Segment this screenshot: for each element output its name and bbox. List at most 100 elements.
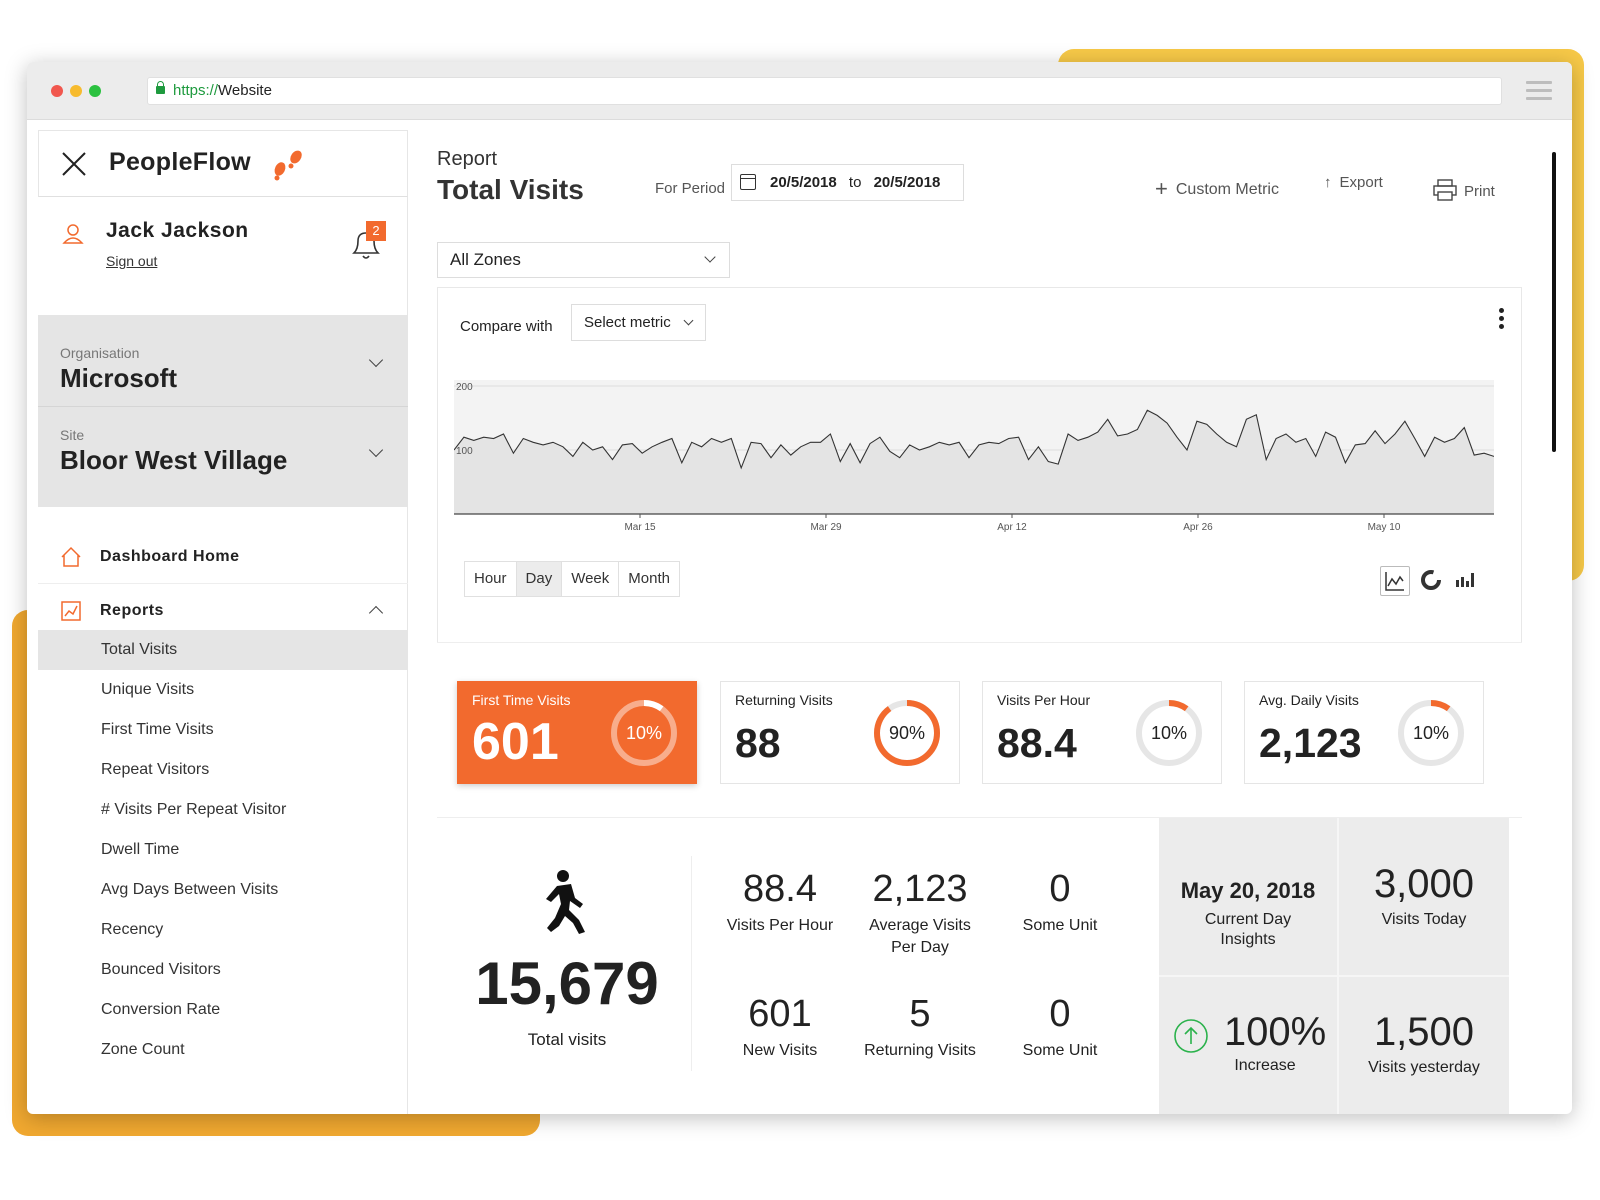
- x-tick-label: Mar 29: [810, 522, 842, 533]
- bar-chart-button[interactable]: [1451, 566, 1481, 596]
- brand-name: PeopleFlow: [109, 148, 251, 176]
- x-tick-label: May 10: [1368, 522, 1401, 533]
- address-bar[interactable]: https://Website: [147, 77, 1502, 105]
- brand-bar: PeopleFlow: [38, 130, 408, 197]
- sidebar-item-dwell-time[interactable]: Dwell Time: [101, 841, 180, 858]
- kpi-card-value: 88: [735, 720, 781, 766]
- custom-metric-button[interactable]: + Custom Metric: [1155, 174, 1279, 201]
- close-window-dot[interactable]: [51, 85, 63, 97]
- metric-stat-value: 0: [1049, 868, 1071, 910]
- insight-today-cell: 3,000 Visits Today: [1339, 862, 1509, 929]
- date-to: 20/5/2018: [873, 174, 941, 191]
- custom-metric-label: Custom Metric: [1175, 181, 1279, 198]
- divider: [1159, 975, 1509, 977]
- nav-reports[interactable]: Reports: [38, 586, 408, 638]
- menu-icon[interactable]: [1526, 81, 1552, 101]
- chart-series-line: [454, 409, 1494, 470]
- browser-window: https://Website PeopleFlow Jack Jackson …: [27, 62, 1572, 1114]
- metric-stat: 601 New Visits: [710, 993, 850, 1062]
- kpi-card[interactable]: First Time Visits 601 10%: [457, 681, 697, 784]
- close-icon[interactable]: [61, 151, 87, 177]
- x-tick-label: Apr 26: [1183, 522, 1213, 533]
- zones-select[interactable]: All Zones: [437, 242, 730, 278]
- sidebar-item-first-time-visits[interactable]: First Time Visits: [101, 721, 214, 738]
- sidebar-item-recency[interactable]: Recency: [101, 921, 164, 938]
- home-icon: [61, 546, 81, 567]
- notification-badge: 2: [366, 221, 386, 241]
- lock-icon: [156, 81, 165, 94]
- insight-change-row: 100%: [1173, 1010, 1337, 1055]
- sidebar-item-total-visits[interactable]: Total Visits: [38, 630, 408, 670]
- sidebar-item-visits-per-repeat-visitor[interactable]: # Visits Per Repeat Visitor: [101, 801, 287, 818]
- line-chart-button[interactable]: [1380, 566, 1410, 596]
- date-range-picker[interactable]: 20/5/2018 to 20/5/2018: [731, 164, 964, 201]
- sidebar-item-unique-visits[interactable]: Unique Visits: [101, 681, 195, 698]
- sidebar-item-avg-days-between-visits[interactable]: Avg Days Between Visits: [101, 881, 279, 898]
- metric-stat-value: 0: [1049, 993, 1071, 1035]
- current-day-insights: May 20, 2018 Current Day Insights 3,000 …: [1159, 818, 1509, 1114]
- compare-metric-select[interactable]: Select metric: [571, 304, 706, 341]
- metric-stat-label: Returning Visits: [864, 1042, 976, 1059]
- sidebar-item-conversion-rate[interactable]: Conversion Rate: [101, 1001, 221, 1018]
- date-to-word: to: [848, 174, 862, 191]
- main-content: Report Total Visits For Period 20/5/2018…: [437, 130, 1532, 1114]
- metric-stat: 0 Some Unit: [990, 868, 1130, 937]
- insight-change-label: Increase: [1234, 1057, 1296, 1074]
- total-visits-block: 15,679 Total visits: [457, 868, 677, 1050]
- sidebar-item-bounced-visitors[interactable]: Bounced Visitors: [101, 961, 221, 978]
- url-scheme: https://: [173, 82, 219, 99]
- kpi-card-percent: 90%: [888, 723, 926, 743]
- print-button[interactable]: Print: [1432, 174, 1495, 201]
- kpi-card[interactable]: Returning Visits 88 90%: [720, 681, 960, 784]
- zones-value: All Zones: [450, 250, 521, 269]
- metric-stat: 2,123 Average Visits Per Day: [850, 868, 990, 959]
- chevron-down-icon: [683, 315, 694, 326]
- metric-stat: 88.4 Visits Per Hour: [710, 868, 850, 937]
- visits-line-chart: 200 100 Mar 15 Mar 29 Apr 12 Apr 26 May 10: [454, 380, 1494, 533]
- kpi-card[interactable]: Avg. Daily Visits 2,123 10%: [1244, 681, 1484, 784]
- more-options-icon[interactable]: [1499, 308, 1505, 332]
- page-label: Report: [437, 148, 498, 170]
- browser-titlebar: https://Website: [27, 62, 1572, 120]
- sidebar-item-repeat-visitors[interactable]: Repeat Visitors: [101, 761, 210, 778]
- sign-out-link[interactable]: Sign out: [106, 253, 158, 269]
- scrollbar[interactable]: [1552, 152, 1556, 452]
- metric-stat-label: New Visits: [742, 1042, 818, 1059]
- insight-yesterday-value: 1,500: [1373, 1010, 1475, 1054]
- walking-person-icon: [546, 870, 585, 934]
- insight-today-value: 3,000: [1373, 862, 1475, 906]
- organisation-label: Organisation: [60, 345, 140, 361]
- export-button[interactable]: ↑ Export: [1324, 174, 1383, 191]
- chevron-down-icon: [704, 251, 716, 263]
- metric-stat-value: 2,123: [872, 868, 968, 910]
- plus-icon: +: [1155, 176, 1168, 201]
- granularity-hour[interactable]: Hour: [465, 562, 517, 596]
- kpi-cards: First Time Visits 601 10% Returning Visits 8…: [437, 642, 1522, 817]
- insight-change-cell: 100% Increase: [1173, 1010, 1337, 1075]
- insight-date-cell: May 20, 2018 Current Day Insights: [1159, 878, 1337, 950]
- granularity-month[interactable]: Month: [628, 570, 670, 587]
- chevron-down-icon: [368, 352, 384, 368]
- donut-chart-button[interactable]: [1417, 566, 1447, 596]
- y-tick-label: 200: [456, 382, 473, 393]
- sidebar-item-zone-count[interactable]: Zone Count: [101, 1041, 185, 1058]
- minimize-window-dot[interactable]: [70, 85, 82, 97]
- donut-chart-icon: [1421, 570, 1441, 590]
- kpi-card[interactable]: Visits Per Hour 88.4 10%: [982, 681, 1222, 784]
- metric-stat-value: 601: [748, 993, 812, 1035]
- site-select[interactable]: Site Bloor West Village: [38, 407, 408, 507]
- chart-area: [454, 410, 1494, 514]
- page-title: Total Visits: [437, 174, 584, 205]
- organisation-select[interactable]: Organisation Microsoft: [38, 315, 408, 407]
- kpi-card-value: 88.4: [997, 720, 1077, 766]
- site-value: Bloor West Village: [60, 445, 288, 475]
- y-tick-label: 100: [456, 446, 473, 457]
- kpi-card-value: 2,123: [1259, 720, 1362, 766]
- maximize-window-dot[interactable]: [89, 85, 101, 97]
- granularity-day[interactable]: Day: [516, 562, 563, 596]
- nav-dashboard-home[interactable]: Dashboard Home: [38, 532, 408, 584]
- granularity-week[interactable]: Week: [562, 562, 620, 596]
- kpi-card-percent: 10%: [625, 723, 663, 743]
- user-name: Jack Jackson: [106, 219, 249, 242]
- kpi-progress-ring: 10%: [1395, 697, 1467, 769]
